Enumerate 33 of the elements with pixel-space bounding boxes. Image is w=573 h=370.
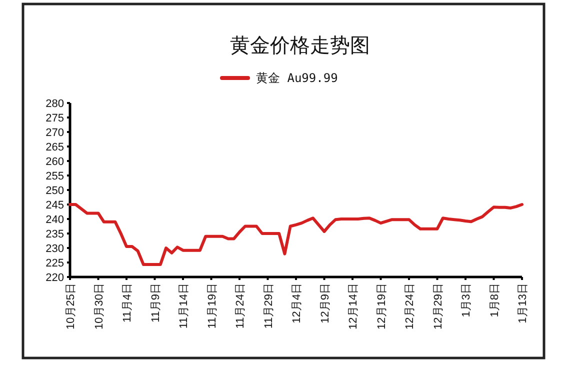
x-tick-label: 11月19日	[206, 283, 218, 329]
y-tick-label: 240	[46, 214, 64, 226]
y-tick-label: 245	[46, 200, 64, 212]
line-series	[68, 203, 524, 266]
x-tick-label: 12月24日	[404, 283, 416, 330]
x-tick-label: 12月14日	[348, 283, 360, 330]
y-tick-label: 265	[46, 142, 64, 154]
y-tick-label: 250	[46, 185, 64, 197]
y-tick-label: 225	[46, 258, 64, 270]
x-tick-label: 11月4日	[122, 283, 134, 323]
y-tick-label: 255	[46, 170, 64, 182]
y-tick-label: 260	[46, 156, 64, 168]
x-tick-label: 11月14日	[178, 283, 190, 329]
x-tick-label: 1月8日	[488, 283, 501, 318]
x-tick-label: 10月30日	[93, 283, 106, 330]
x-tick-label: 10月25日	[65, 283, 77, 330]
x-tick-label: 11月9日	[150, 283, 162, 323]
x-tick-label: 1月3日	[460, 283, 472, 318]
x-tick-label: 12月19日	[376, 283, 388, 330]
y-tick-label: 220	[46, 272, 64, 284]
chart-title: 黄金价格走势图	[230, 35, 370, 57]
x-tick-label: 11月29日	[262, 283, 275, 329]
y-tick-label: 275	[46, 112, 64, 124]
y-tick-label: 235	[46, 228, 64, 240]
x-tick-label: 12月9日	[319, 283, 332, 324]
y-tick-label: 230	[46, 243, 64, 255]
x-tick-label: 12月29日	[432, 283, 444, 330]
x-tick-label: 11月24日	[234, 283, 246, 329]
x-tick-label: 12月4日	[291, 283, 303, 324]
y-tick-label: 270	[46, 127, 64, 139]
y-tick-label: 280	[46, 98, 64, 110]
x-tick-label: 1月13日	[517, 283, 529, 324]
legend-label: 黄金 Au99.99	[256, 71, 338, 85]
